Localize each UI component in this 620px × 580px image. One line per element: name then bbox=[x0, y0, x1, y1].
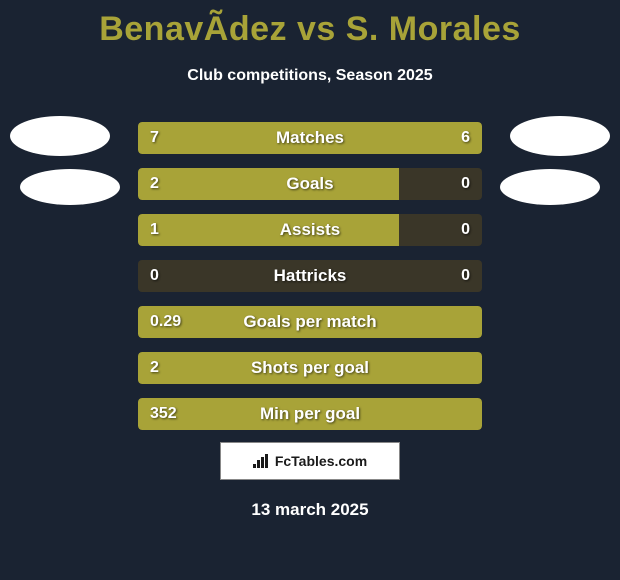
player-left-avatar-bottom bbox=[20, 169, 120, 205]
stat-row: 0.29Goals per match bbox=[138, 306, 482, 338]
subtitle: Club competitions, Season 2025 bbox=[0, 67, 620, 85]
stat-label: Matches bbox=[138, 128, 482, 148]
stat-row: 2Goals0 bbox=[138, 168, 482, 200]
stat-label: Goals bbox=[138, 174, 482, 194]
stat-label: Assists bbox=[138, 220, 482, 240]
player-right-avatar-top bbox=[510, 116, 610, 156]
page-title: BenavÃ­dez vs S. Morales bbox=[0, 0, 620, 49]
stat-label: Shots per goal bbox=[138, 358, 482, 378]
stats-container: 7Matches62Goals01Assists00Hattricks00.29… bbox=[138, 122, 482, 444]
branding-badge[interactable]: FcTables.com bbox=[220, 442, 400, 480]
stat-right-value: 0 bbox=[461, 221, 470, 239]
stat-label: Hattricks bbox=[138, 266, 482, 286]
branding-text: FcTables.com bbox=[275, 453, 367, 469]
stat-right-value: 6 bbox=[461, 129, 470, 147]
stat-label: Min per goal bbox=[138, 404, 482, 424]
stat-right-value: 0 bbox=[461, 175, 470, 193]
player-left-avatar-top bbox=[10, 116, 110, 156]
stat-row: 2Shots per goal bbox=[138, 352, 482, 384]
stat-row: 352Min per goal bbox=[138, 398, 482, 430]
date-label: 13 march 2025 bbox=[0, 500, 620, 520]
stat-row: 7Matches6 bbox=[138, 122, 482, 154]
player-right-avatar-bottom bbox=[500, 169, 600, 205]
chart-icon bbox=[253, 454, 269, 468]
stat-row: 1Assists0 bbox=[138, 214, 482, 246]
stat-label: Goals per match bbox=[138, 312, 482, 332]
stat-row: 0Hattricks0 bbox=[138, 260, 482, 292]
stat-right-value: 0 bbox=[461, 267, 470, 285]
